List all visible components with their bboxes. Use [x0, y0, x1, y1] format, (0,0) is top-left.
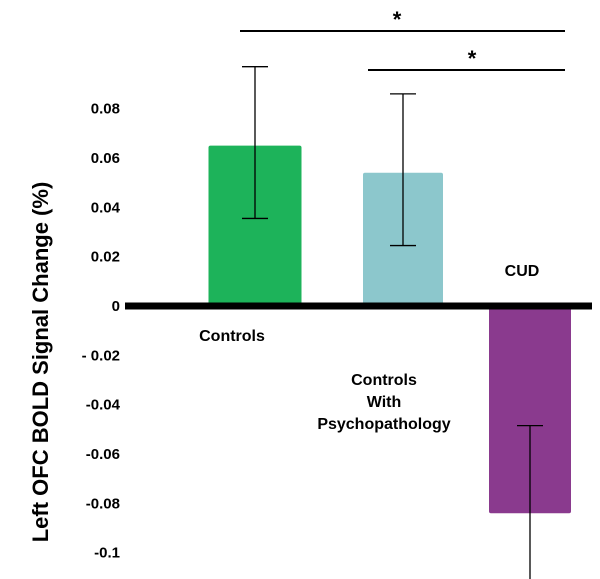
y-tick-label: -0.06	[86, 446, 120, 463]
category-label: Controls	[351, 372, 417, 389]
y-tick-label: 0	[112, 298, 120, 315]
category-label: Controls	[199, 328, 265, 345]
y-axis-ticks: 0.08 0.06 0.04 0.02 0 - 0.02 -0.04 -0.06 -0.08 -0…	[82, 101, 121, 562]
significance-brackets: **	[240, 7, 565, 71]
significance-star: *	[468, 46, 477, 71]
y-tick-label: 0.08	[91, 101, 120, 118]
y-axis-label: Left OFC BOLD Signal Change (%)	[28, 182, 53, 543]
y-tick-label: 0.02	[91, 249, 120, 266]
y-tick-label: - 0.02	[82, 347, 120, 364]
y-tick-label: 0.06	[91, 150, 120, 167]
y-tick-label: -0.1	[94, 545, 120, 562]
category-label: Psychopathology	[317, 416, 450, 433]
y-axis-label-group: Left OFC BOLD Signal Change (%)	[28, 182, 53, 543]
y-tick-label: -0.08	[86, 495, 120, 512]
category-label: CUD	[505, 263, 540, 280]
category-label: With	[367, 394, 402, 411]
category-labels: Controls Controls With Psychopathology CUD	[199, 263, 539, 433]
bars	[208, 145, 571, 514]
y-tick-label: -0.04	[86, 397, 121, 414]
y-tick-label: 0.04	[91, 199, 121, 216]
bar-1	[208, 145, 302, 306]
error-bars	[242, 66, 543, 579]
significance-star: *	[393, 7, 402, 32]
bar-3	[489, 306, 571, 514]
